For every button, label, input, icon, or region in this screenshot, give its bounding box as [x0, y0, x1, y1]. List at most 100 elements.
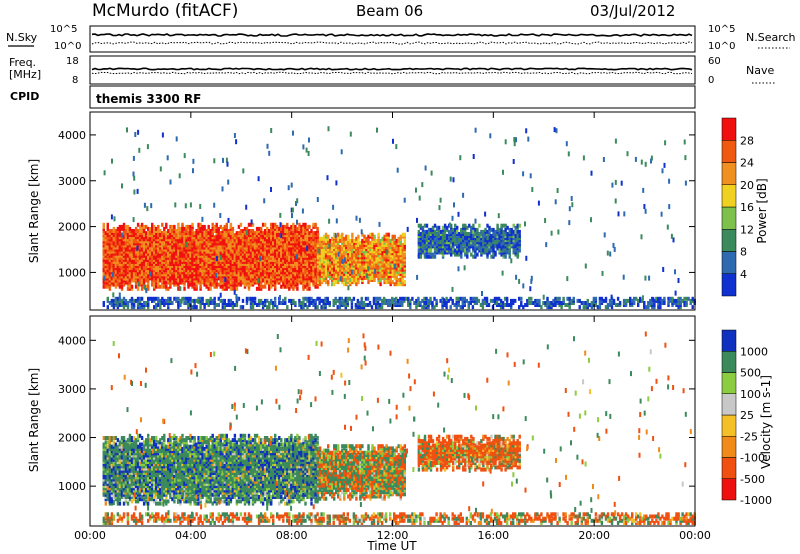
- echo-cell: [488, 232, 491, 236]
- echo-cell: [120, 270, 124, 275]
- echo-cell: [466, 238, 469, 243]
- echo-cell: [327, 255, 330, 260]
- echo-cell: [124, 264, 128, 269]
- echo-cell: [312, 298, 315, 303]
- echo-cell: [268, 231, 271, 236]
- echo-cell: [397, 282, 400, 287]
- echo-cell: [419, 252, 423, 257]
- echo-cell: [157, 245, 160, 250]
- echo-cell: [282, 251, 285, 256]
- echo-cell: [142, 264, 146, 269]
- echo-cell: [514, 236, 517, 241]
- echo-cell: [213, 224, 216, 229]
- echo-cell: [369, 253, 372, 258]
- echo-cell: [165, 274, 168, 279]
- echo-cell: [274, 241, 277, 246]
- echo-cell: [173, 278, 176, 283]
- echo-cell: [145, 278, 148, 283]
- echo-cell: [138, 262, 142, 266]
- echo-cell: [393, 269, 396, 274]
- echo-cell: [157, 257, 160, 262]
- echo-cell: [251, 296, 255, 301]
- echo-cell: [130, 298, 134, 303]
- echo-cell: [300, 253, 303, 258]
- echo-cell: [452, 238, 455, 243]
- echo-cell: [518, 238, 521, 243]
- echo-cell: [373, 253, 376, 258]
- echo-cell: [359, 269, 362, 274]
- echo-cell: [211, 270, 214, 275]
- echo-cell: [488, 238, 491, 243]
- echo-cell: [312, 257, 315, 262]
- echo-cell: [294, 264, 297, 269]
- echo-cell: [191, 274, 194, 279]
- echo-cell: [296, 278, 299, 283]
- echo-cell: [280, 237, 283, 242]
- echo-cell: [375, 263, 378, 268]
- echo-cell: [349, 238, 352, 243]
- echo-cell: [231, 251, 235, 256]
- echo-cell: [124, 235, 128, 240]
- echo-cell: [193, 262, 196, 266]
- echo-cell: [165, 247, 168, 252]
- echo-cell: [270, 222, 273, 227]
- echo-cell: [298, 280, 301, 285]
- echo-cell: [268, 247, 271, 252]
- echo-cell: [126, 241, 130, 246]
- echo-cell: [225, 247, 228, 252]
- echo-cell: [116, 257, 120, 262]
- echo-cell: [207, 241, 210, 246]
- echo-cell: [383, 253, 386, 258]
- echo-cell: [312, 251, 315, 256]
- echo-cell: [421, 227, 425, 232]
- echo-cell: [500, 227, 503, 232]
- echo-cell: [213, 264, 216, 269]
- echo-cell: [367, 234, 370, 239]
- echo-cell: [359, 263, 362, 268]
- echo-cell: [245, 235, 249, 240]
- echo-cell: [284, 270, 287, 275]
- echo-cell: [257, 226, 261, 231]
- echo-cell: [278, 257, 281, 262]
- echo-cell: [245, 251, 249, 256]
- echo-cell: [217, 247, 220, 252]
- echo-cell: [514, 252, 517, 257]
- echo-cell: [308, 235, 311, 240]
- echo-cell: [423, 223, 427, 228]
- echo-cell: [373, 265, 376, 270]
- echo-cell: [118, 264, 122, 269]
- freq-label: Freq.: [9, 56, 36, 69]
- echo-cell: [173, 270, 176, 275]
- echo-cell: [128, 268, 132, 273]
- echo-cell: [185, 247, 188, 252]
- echo-cell: [177, 280, 180, 285]
- echo-cell: [282, 268, 285, 273]
- echo-cell: [201, 270, 204, 275]
- echo-cell: [347, 243, 350, 247]
- echo-cell: [359, 271, 362, 276]
- echo-cell: [456, 242, 459, 247]
- echo-cell: [225, 303, 228, 307]
- echo-cell: [241, 233, 245, 238]
- echo-cell: [157, 274, 160, 279]
- echo-cell: [357, 253, 360, 258]
- echo-cell: [306, 229, 309, 233]
- echo-cell: [177, 226, 180, 231]
- echo-cell: [337, 265, 340, 270]
- echo-cell: [362, 301, 366, 305]
- echo-cell: [259, 284, 263, 289]
- echo-cell: [173, 296, 176, 301]
- echo-cell: [282, 224, 285, 229]
- echo-cell: [263, 278, 267, 283]
- echo-cell: [233, 245, 237, 250]
- echo-cell: [130, 235, 134, 240]
- echo-cell: [365, 255, 368, 260]
- echo-cell: [261, 268, 265, 273]
- echo-cell: [118, 247, 122, 252]
- echo-cell: [437, 229, 441, 234]
- echo-cell: [253, 251, 257, 256]
- echo-cell: [151, 247, 154, 252]
- echo-cell: [425, 234, 429, 238]
- echo-cell: [290, 262, 293, 266]
- echo-cell: [203, 253, 206, 258]
